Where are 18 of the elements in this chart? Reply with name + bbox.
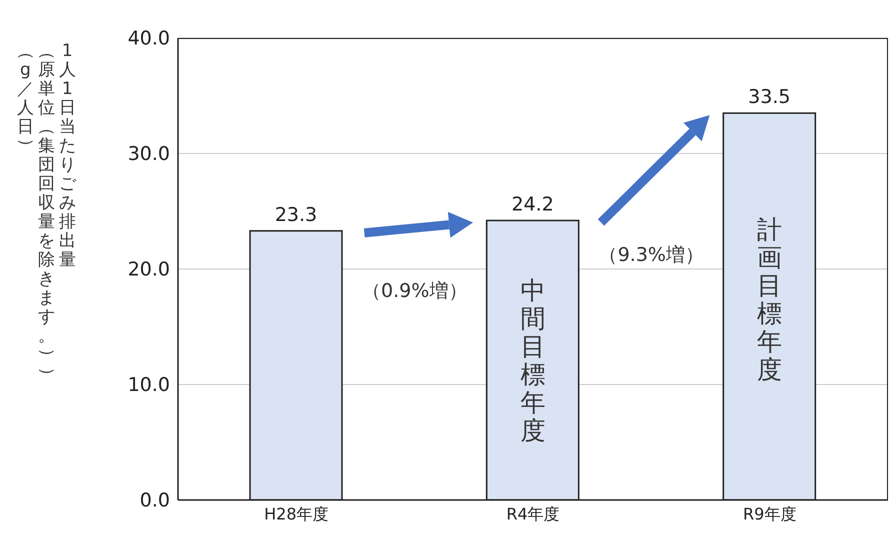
data-label: 23.3 — [274, 204, 318, 226]
annotation: 中間目標年度 — [520, 276, 546, 446]
data-label: 24.2 — [512, 193, 554, 216]
y-tick-label: 40.0 — [128, 28, 170, 50]
y-tick-label: 10.0 — [128, 374, 170, 396]
text: （原単位（集団回収量を除きます。）） — [36, 43, 57, 384]
annotation: 計画目標年度 — [756, 215, 784, 384]
text: 1人1日当たりごみ排出量 — [58, 41, 76, 270]
y-tick-label: 30.0 — [128, 143, 170, 166]
data-label: 33.5 — [748, 86, 790, 108]
x-tick-label: R4年度 — [506, 504, 560, 524]
annotation: （9.3%増） — [598, 243, 705, 268]
annotation: （0.9%増） — [361, 278, 468, 304]
x-tick-label: H28年度 — [264, 504, 329, 524]
x-tick-label: R9年度 — [743, 504, 796, 524]
y-tick-label: 20.0 — [128, 258, 170, 281]
y-tick-label: 0.0 — [140, 490, 170, 512]
text: （g／人日） — [16, 42, 36, 156]
